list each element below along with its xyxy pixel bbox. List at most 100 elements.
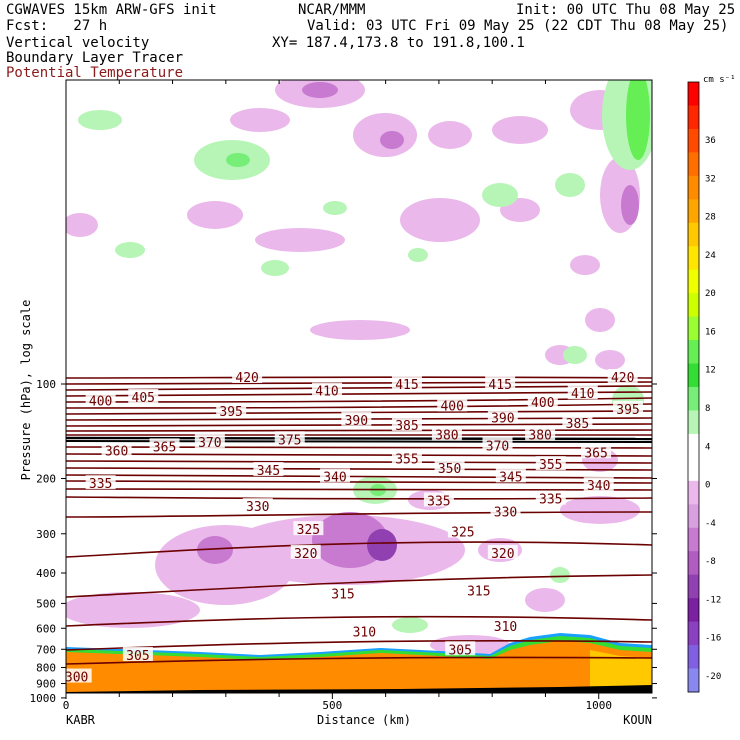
terrain <box>66 685 652 693</box>
theta-label-bg <box>194 433 225 448</box>
theta-contour-label: 315 <box>331 588 354 603</box>
w-neg-blob <box>302 82 338 98</box>
theta-label-bg <box>437 397 468 412</box>
w-neg-blob <box>595 350 625 370</box>
theta-contour-label: 390 <box>491 412 514 427</box>
x-tick-label: 500 <box>322 699 342 712</box>
w-pos-blob <box>78 110 122 130</box>
colorbar-swatch <box>688 457 699 482</box>
w-neg-blob <box>312 512 388 568</box>
theta-label-bg <box>128 388 159 403</box>
theta-contour-line <box>66 423 652 427</box>
colorbar-swatch <box>688 269 699 294</box>
w-neg-blob <box>570 255 600 275</box>
theta-contour-line <box>66 440 652 443</box>
theta-contour-line <box>66 381 652 385</box>
y-tick-label: 100 <box>36 378 56 391</box>
theta-contour-label: 310 <box>353 626 376 641</box>
colorbar-swatch <box>688 340 699 365</box>
colorbar: 36 32 28 24 20 16 12 8 4 0 -4 -8 -12 -16 -20 <box>687 81 721 693</box>
theta-label-bg <box>312 382 343 397</box>
w-neg-blob <box>492 116 548 144</box>
w-pos-blob <box>555 173 585 197</box>
theta-label-bg <box>320 468 351 483</box>
theta-contour-label: 325 <box>451 525 474 540</box>
theta-contour-label: 320 <box>294 547 317 562</box>
theta-contour-label: 380 <box>528 429 551 444</box>
theta-label-bg <box>463 582 494 597</box>
theta-label-bg <box>328 585 359 600</box>
w-neg-blob <box>66 592 200 628</box>
colorbar-tick-label: 4 <box>705 442 710 452</box>
theta-contour-label: 360 <box>105 445 128 460</box>
w-neg-blob <box>380 131 404 149</box>
y-tick-label: 1000 <box>30 692 57 705</box>
producer-label: NCAR/MMM <box>298 2 366 18</box>
theta-label-bg <box>431 426 462 441</box>
colorbar-swatch <box>688 128 699 153</box>
w-pos-blob <box>226 153 250 167</box>
theta-label-bg <box>527 393 558 408</box>
theta-contour-label: 355 <box>395 453 418 468</box>
theta-contour-label: 400 <box>531 396 554 411</box>
theta-label-bg <box>61 668 92 683</box>
theta-label-bg <box>85 392 116 407</box>
theta-label-bg <box>101 442 132 457</box>
theta-contour-line <box>66 656 652 665</box>
theta-contour-label: 380 <box>435 429 458 444</box>
vertical-velocity-shading <box>66 80 652 655</box>
colorbar-swatch <box>688 222 699 247</box>
x-start-station: KABR <box>66 713 96 727</box>
theta-label-bg <box>391 450 422 465</box>
w-pos-blob <box>115 242 145 258</box>
colorbar-swatch <box>688 504 699 529</box>
colorbar-tick-label: 28 <box>705 213 716 223</box>
theta-contour-label: 405 <box>132 391 155 406</box>
w-pos-blob <box>550 567 570 583</box>
theta-contour-label: 400 <box>440 399 463 414</box>
theta-label-bg <box>562 414 593 429</box>
theta-label-bg <box>274 431 305 446</box>
theta-contour-label: 400 <box>89 395 112 410</box>
theta-contour-label: 305 <box>126 649 149 664</box>
theta-contour-line <box>66 376 652 379</box>
theta-label-bg <box>447 523 478 538</box>
colorbar-swatch <box>688 480 699 505</box>
theta-contour-line <box>66 480 652 484</box>
theta-label-bg <box>293 521 324 536</box>
theta-contour-label: 415 <box>395 378 418 393</box>
theta-label-bg <box>232 369 263 384</box>
w-pos-blob <box>563 346 587 364</box>
theta-contour-labels: 300 305 305 310 310 315 315 320 320 325 325 330 330 3… <box>61 369 644 686</box>
y-tick-label: 600 <box>36 622 56 635</box>
colorbar-tick-label: 20 <box>705 289 716 299</box>
theta-contour-line <box>66 474 652 479</box>
w-pos-blob <box>626 80 650 160</box>
w-pos-blob <box>392 617 428 633</box>
theta-contour-label: 340 <box>323 470 346 485</box>
colorbar-swatch <box>688 410 699 435</box>
colorbar-swatch <box>688 598 699 623</box>
colorbar-frame <box>687 81 700 693</box>
theta-label-bg <box>485 376 516 390</box>
theta-label-bg <box>495 468 526 483</box>
forecast-hour: Fcst: 27 h <box>6 18 108 34</box>
theta-label-bg <box>490 617 521 632</box>
theta-contour-label: 385 <box>566 417 589 432</box>
theta-label-bg <box>583 477 614 492</box>
colorbar-tick-label: 36 <box>705 136 716 146</box>
colorbar-swatch <box>688 363 699 388</box>
theta-label-bg <box>487 409 518 424</box>
w-neg-blob <box>367 529 397 561</box>
theta-contour-label: 320 <box>491 547 514 562</box>
field-label-vertical-velocity: Vertical velocity <box>6 35 150 51</box>
colorbar-swatch <box>688 175 699 200</box>
theta-contour-label: 345 <box>257 464 280 479</box>
colorbar-swatch <box>688 551 699 576</box>
theta-contour-label: 370 <box>198 436 221 451</box>
theta-contour-label: 335 <box>89 477 112 492</box>
w-pos-blob <box>323 201 347 215</box>
w-neg-blob <box>66 213 98 237</box>
